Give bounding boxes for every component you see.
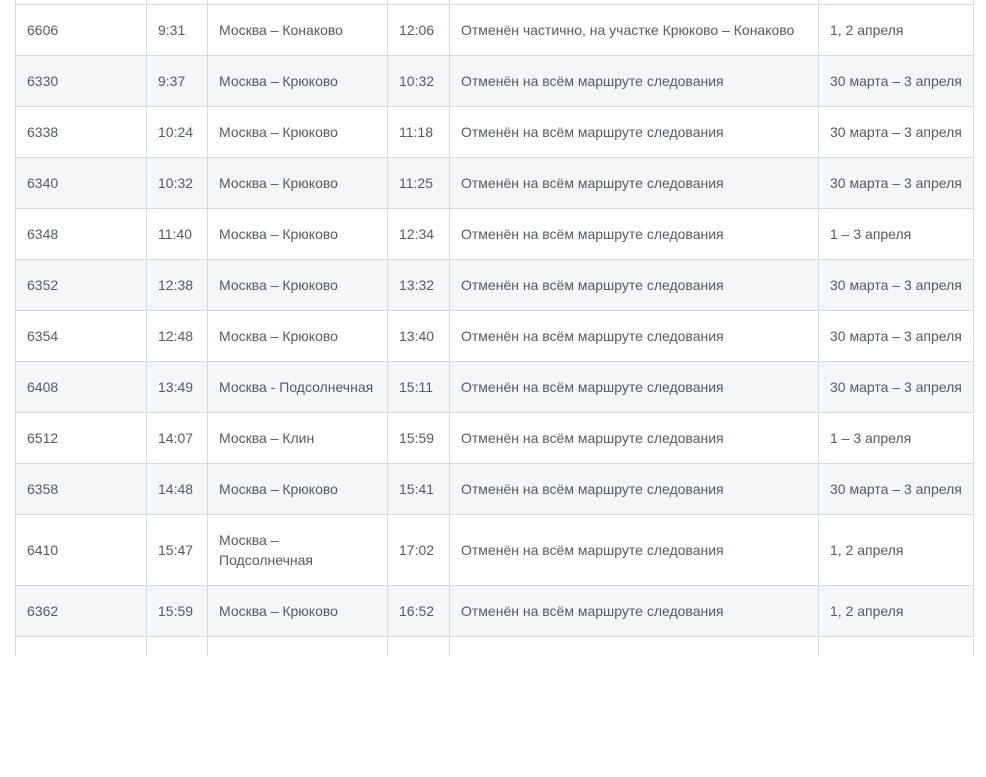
cell-cancellation-dates: 30 марта – 3 апреля	[818, 309, 974, 362]
cell-cancellation-dates: 1, 2 апреля	[818, 584, 974, 637]
cell-cancellation-dates: 1 – 3 апреля	[818, 411, 974, 464]
cell-cancellation-status: Отменён на всём маршруте следования	[449, 360, 819, 413]
cell-route: Москва – Крюково	[207, 584, 388, 637]
cell-cancellation-dates: 30 марта – 3 апреля	[818, 360, 974, 413]
cell-arrival-time: 11:25	[387, 156, 450, 209]
cell-cancellation-dates: 1 – 3 апреля	[818, 207, 974, 260]
cell-arrival-time: 15:11	[387, 360, 450, 413]
cell-cancellation-status: Отменён на всём маршруте следования	[449, 462, 819, 515]
cell-arrival-time: 10:32	[387, 54, 450, 107]
table-row: 6606 9:31 Москва – Конаково 12:06 Отменё…	[15, 3, 974, 56]
table-row: 6354 12:48 Москва – Крюково 13:40 Отменё…	[15, 309, 974, 362]
cell-cancellation-status: Отменён на всём маршруте следования	[449, 584, 819, 637]
partial-cell	[15, 635, 147, 656]
cell-cancellation-dates: 30 марта – 3 апреля	[818, 258, 974, 311]
cell-cancellation-dates: 1, 2 апреля	[818, 3, 974, 56]
cell-train-number: 6362	[15, 584, 147, 637]
table-row: 6348 11:40 Москва – Крюково 12:34 Отменё…	[15, 207, 974, 260]
partial-cell	[207, 635, 388, 656]
cell-train-number: 6338	[15, 105, 147, 158]
table-row: 6340 10:32 Москва – Крюково 11:25 Отменё…	[15, 156, 974, 209]
cell-cancellation-status: Отменён частично, на участке Крюково – К…	[449, 3, 819, 56]
cell-arrival-time: 16:52	[387, 584, 450, 637]
table-row: 6410 15:47 Москва – Подсолнечная 17:02 О…	[15, 513, 974, 586]
cell-cancellation-status: Отменён на всём маршруте следования	[449, 411, 819, 464]
table-row: 6330 9:37 Москва – Крюково 10:32 Отменён…	[15, 54, 974, 107]
cell-departure-time: 9:37	[146, 54, 208, 107]
cell-departure-time: 12:38	[146, 258, 208, 311]
cell-route: Москва – Крюково	[207, 105, 388, 158]
cell-cancellation-status: Отменён на всём маршруте следования	[449, 54, 819, 107]
cell-cancellation-dates: 30 марта – 3 апреля	[818, 54, 974, 107]
cell-cancellation-status: Отменён на всём маршруте следования	[449, 207, 819, 260]
cell-cancellation-status: Отменён на всём маршруте следования	[449, 105, 819, 158]
cell-train-number: 6408	[15, 360, 147, 413]
cell-arrival-time: 12:34	[387, 207, 450, 260]
cell-cancellation-status: Отменён на всём маршруте следования	[449, 156, 819, 209]
cell-departure-time: 14:07	[146, 411, 208, 464]
cell-departure-time: 15:47	[146, 513, 208, 586]
cell-route: Москва – Крюково	[207, 462, 388, 515]
cell-departure-time: 11:40	[146, 207, 208, 260]
cell-arrival-time: 17:02	[387, 513, 450, 586]
cell-route: Москва – Крюково	[207, 309, 388, 362]
cell-arrival-time: 12:06	[387, 3, 450, 56]
cell-cancellation-dates: 30 марта – 3 апреля	[818, 462, 974, 515]
cell-cancellation-status: Отменён на всём маршруте следования	[449, 258, 819, 311]
cell-train-number: 6512	[15, 411, 147, 464]
cell-cancellation-dates: 30 марта – 3 апреля	[818, 156, 974, 209]
cell-route: Москва – Крюково	[207, 207, 388, 260]
cell-departure-time: 9:31	[146, 3, 208, 56]
cell-departure-time: 10:32	[146, 156, 208, 209]
cell-arrival-time: 13:32	[387, 258, 450, 311]
cell-departure-time: 12:48	[146, 309, 208, 362]
cell-departure-time: 15:59	[146, 584, 208, 637]
cell-train-number: 6358	[15, 462, 147, 515]
cell-departure-time: 13:49	[146, 360, 208, 413]
cell-arrival-time: 13:40	[387, 309, 450, 362]
partial-row-bottom	[15, 635, 974, 656]
cell-route: Москва – Крюково	[207, 156, 388, 209]
cell-train-number: 6340	[15, 156, 147, 209]
cell-arrival-time: 11:18	[387, 105, 450, 158]
cell-train-number: 6606	[15, 3, 147, 56]
cell-route: Москва – Клин	[207, 411, 388, 464]
cell-cancellation-dates: 30 марта – 3 апреля	[818, 105, 974, 158]
cell-arrival-time: 15:59	[387, 411, 450, 464]
cell-route: Москва – Подсолнечная	[207, 513, 388, 586]
table-row: 6362 15:59 Москва – Крюково 16:52 Отменё…	[15, 584, 974, 637]
cell-departure-time: 14:48	[146, 462, 208, 515]
cell-train-number: 6410	[15, 513, 147, 586]
table-row: 6352 12:38 Москва – Крюково 13:32 Отменё…	[15, 258, 974, 311]
cell-route: Москва – Крюково	[207, 258, 388, 311]
table-row: 6512 14:07 Москва – Клин 15:59 Отменён н…	[15, 411, 974, 464]
partial-cell	[387, 635, 450, 656]
table-row: 6338 10:24 Москва – Крюково 11:18 Отменё…	[15, 105, 974, 158]
cell-cancellation-dates: 1, 2 апреля	[818, 513, 974, 586]
cell-train-number: 6352	[15, 258, 147, 311]
cancelled-trains-table: 6606 9:31 Москва – Конаково 12:06 Отменё…	[15, 0, 974, 656]
partial-cell	[146, 635, 208, 656]
partial-cell	[818, 635, 974, 656]
cell-arrival-time: 15:41	[387, 462, 450, 515]
cell-route: Москва - Подсолнечная	[207, 360, 388, 413]
cell-departure-time: 10:24	[146, 105, 208, 158]
table-row: 6408 13:49 Москва - Подсолнечная 15:11 О…	[15, 360, 974, 413]
cell-route: Москва – Крюково	[207, 54, 388, 107]
cell-train-number: 6348	[15, 207, 147, 260]
cell-train-number: 6354	[15, 309, 147, 362]
table-row: 6358 14:48 Москва – Крюково 15:41 Отменё…	[15, 462, 974, 515]
partial-row-top	[15, 0, 974, 5]
partial-cell	[449, 635, 819, 656]
cell-cancellation-status: Отменён на всём маршруте следования	[449, 513, 819, 586]
cell-route: Москва – Конаково	[207, 3, 388, 56]
schedule-table-body: 6606 9:31 Москва – Конаково 12:06 Отменё…	[15, 0, 974, 656]
cell-cancellation-status: Отменён на всём маршруте следования	[449, 309, 819, 362]
cell-train-number: 6330	[15, 54, 147, 107]
